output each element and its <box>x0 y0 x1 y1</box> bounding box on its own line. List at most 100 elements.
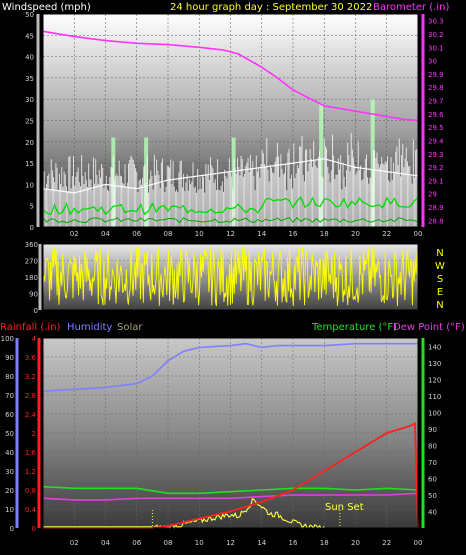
barometer-tick-label: 29.9 <box>428 71 444 79</box>
windspeed-tick-label: 30 <box>25 96 34 104</box>
humidity-tick-label: 70 <box>5 392 14 400</box>
gust-bar <box>370 99 375 227</box>
temperature-tick-label: 100 <box>428 409 441 417</box>
solar-line <box>152 497 325 530</box>
x-tick-label: 18 <box>320 539 329 547</box>
temperature-tick-label: 70 <box>428 459 437 467</box>
windspeed-tick-label: 10 <box>25 181 34 189</box>
humidity-tick-label: 90 <box>5 354 14 362</box>
humidity-tick-label: 60 <box>5 411 14 419</box>
barometer-line <box>42 30 419 122</box>
humidity-line <box>42 342 418 392</box>
temperature-tick-label: 50 <box>428 492 437 500</box>
humidity-tick-label: 100 <box>1 335 14 343</box>
humidity-tick-label: 50 <box>5 430 14 438</box>
x-tick-label: 08 <box>164 539 173 547</box>
barometer-tick-label: 29.1 <box>428 177 444 185</box>
compass-label: N <box>436 300 443 311</box>
temperature-tick-label: 80 <box>428 442 437 450</box>
rain-tick-label: 3.2 <box>25 373 36 381</box>
legend-dew: Dew Point (°F) <box>393 322 465 333</box>
barometer-tick-label: 28.8 <box>428 217 444 225</box>
panel2-series <box>42 246 419 307</box>
legend-humidity: Humidity <box>67 322 112 333</box>
humidity-tick-label: 80 <box>5 373 14 381</box>
rain-tick-label: 2.4 <box>25 411 37 419</box>
panel1-series <box>42 30 419 224</box>
direction-tick-label: 90 <box>29 291 38 299</box>
barometer-tick-label: 29.2 <box>428 164 444 172</box>
x-tick-label: 16 <box>289 230 298 238</box>
x-tick-label: 20 <box>351 230 360 238</box>
average-wind-line <box>42 196 419 216</box>
x-tick-label: 14 <box>257 230 266 238</box>
x-tick-label: 16 <box>289 539 298 547</box>
barometer-axis-label: Barometer (.in) <box>373 2 449 13</box>
min-wind-line <box>42 216 419 224</box>
sunset-annotation: Sun Set <box>325 502 364 513</box>
panel-rain-humidity-temp: 02 04 06 08 10 12 14 16 18 20 22 000102030405060708… <box>0 322 465 547</box>
barometer-tick-label: 29.5 <box>428 124 444 132</box>
windspeed-tick-label: 40 <box>25 54 34 62</box>
temperature-tick-label: 120 <box>428 376 441 384</box>
panel1-tick-labels: 02 04 06 08 10 12 14 16 18 20 22 000510152025303540… <box>25 11 444 238</box>
compass-label: W <box>435 261 445 272</box>
rain-tick-label: 0 <box>32 525 36 533</box>
temperature-tick-label: 110 <box>428 393 441 401</box>
legend-solar: Solar <box>117 322 143 333</box>
barometer-tick-label: 29.4 <box>428 137 444 145</box>
temperature-tick-label: 40 <box>428 508 437 516</box>
x-tick-label: 04 <box>101 230 110 238</box>
barometer-tick-label: 30.1 <box>428 44 444 52</box>
humidity-tick-label: 0 <box>10 525 14 533</box>
barometer-tick-label: 29.7 <box>428 98 444 106</box>
compass-label: N <box>436 248 443 259</box>
windspeed-tick-label: 50 <box>25 11 34 19</box>
wind-direction-line <box>42 246 419 307</box>
rain-tick-label: 0.8 <box>25 487 36 495</box>
x-tick-label: 02 <box>70 230 79 238</box>
gust-bar <box>144 137 149 227</box>
barometer-tick-label: 29.8 <box>428 84 444 92</box>
x-tick-label: 06 <box>132 230 141 238</box>
x-tick-label: 00 <box>414 539 423 547</box>
windspeed-tick-label: 5 <box>30 203 34 211</box>
barometer-tick-label: 29.6 <box>428 111 444 119</box>
windspeed-tick-label: 25 <box>25 118 34 126</box>
windspeed-tick-label: 15 <box>25 160 34 168</box>
x-tick-label: 20 <box>351 539 360 547</box>
temperature-line <box>42 485 419 495</box>
x-tick-label: 22 <box>382 230 391 238</box>
rain-tick-label: 3.6 <box>25 354 37 362</box>
x-tick-label: 02 <box>70 539 79 547</box>
barometer-tick-label: 29 <box>428 191 437 199</box>
compass-label: S <box>437 274 443 285</box>
humidity-tick-label: 20 <box>5 487 14 495</box>
rain-tick-label: 4 <box>32 335 37 343</box>
windspeed-tick-label: 45 <box>25 32 34 40</box>
x-tick-label: 12 <box>226 539 235 547</box>
compass-label: E <box>437 287 443 298</box>
humidity-tick-label: 30 <box>5 468 14 476</box>
rain-tick-label: 2 <box>32 430 36 438</box>
windspeed-tick-label: 35 <box>25 75 34 83</box>
direction-tick-label: 0 <box>34 307 38 315</box>
windspeed-line <box>42 158 419 194</box>
windspeed-tick-label: 0 <box>30 224 34 232</box>
graph-title: 24 hour graph day : September 30 2022 <box>170 2 372 13</box>
windspeed-axis-label: Windspeed (mph) <box>2 2 91 13</box>
temperature-tick-label: 90 <box>428 426 437 434</box>
panel1-frame <box>42 13 419 228</box>
rain-tick-label: 0.4 <box>25 506 37 514</box>
x-tick-label: 12 <box>226 230 235 238</box>
x-tick-label: 08 <box>164 230 173 238</box>
rainfall-line <box>43 422 419 529</box>
barometer-tick-label: 30 <box>428 58 437 66</box>
legend-temperature: Temperature (°F) <box>311 322 397 333</box>
x-tick-label: 10 <box>195 230 204 238</box>
legend-rainfall: Rainfall (.in) <box>0 322 61 333</box>
x-tick-label: 00 <box>414 230 423 238</box>
